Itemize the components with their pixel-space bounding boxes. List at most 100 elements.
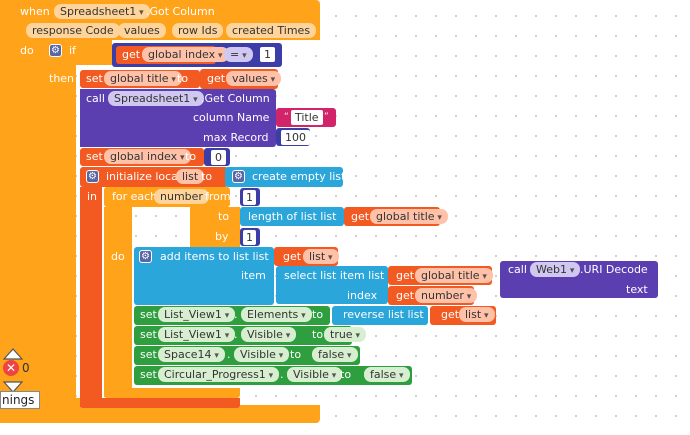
foreach-args — [190, 207, 240, 247]
if-body-left — [42, 65, 76, 405]
mutator-gear-icon[interactable]: ⚙ — [49, 44, 62, 57]
component-dropdown[interactable]: Space14 — [158, 347, 225, 362]
max-record-value[interactable]: 100 — [281, 130, 310, 145]
foreach-footer — [104, 388, 240, 398]
to-label: to — [185, 150, 197, 163]
open-quote: “ — [284, 112, 289, 122]
property-dropdown[interactable]: Visible — [241, 327, 297, 342]
set-label: set — [86, 72, 103, 85]
component-dropdown[interactable]: List_View1 — [158, 327, 236, 342]
set-label: set — [140, 368, 157, 381]
param-response-code[interactable]: response Code — [26, 23, 120, 38]
reverse-list-label: reverse list list — [343, 308, 424, 321]
index-value[interactable]: 0 — [211, 150, 226, 165]
from-label: from — [205, 190, 231, 203]
string-value[interactable]: Title — [291, 110, 323, 125]
get-label: get — [396, 269, 415, 282]
select-list-item-label: select list item list — [284, 269, 385, 282]
method-name: .Get Column — [201, 92, 270, 105]
component-dropdown[interactable]: Circular_Progress1 — [158, 367, 280, 382]
param-values[interactable]: values — [118, 23, 166, 38]
get-label: get — [207, 72, 226, 85]
set-label: set — [140, 308, 157, 321]
param-row-ids[interactable]: row Ids — [172, 23, 224, 38]
init-local-footer — [80, 398, 240, 408]
component-dropdown[interactable]: Spreadsheet1 — [54, 4, 150, 19]
component-dropdown[interactable]: List_View1 — [158, 307, 236, 322]
dot-separator: . — [280, 368, 284, 381]
param-created-times[interactable]: created Times — [226, 23, 317, 38]
to-label: to — [201, 170, 213, 183]
to-label: to — [312, 308, 324, 321]
global-title-dropdown[interactable]: global title — [415, 268, 493, 283]
dot-separator: . — [227, 348, 231, 361]
foreach-body — [104, 207, 132, 397]
to-label: to — [290, 348, 302, 361]
do-label: do — [111, 250, 125, 263]
warning-triangle-icon[interactable] — [2, 345, 24, 360]
if-label: if — [69, 44, 76, 57]
by-label: by — [215, 230, 229, 243]
for-each-label: for each — [112, 190, 158, 203]
length-of-list-block[interactable] — [240, 207, 344, 226]
global-title-dropdown[interactable]: global title — [370, 209, 448, 224]
select-list-item-block[interactable] — [276, 266, 388, 304]
create-empty-list-block[interactable] — [225, 167, 343, 187]
to-label: to — [218, 210, 230, 223]
get-label: get — [396, 289, 415, 302]
spreadsheet-dropdown[interactable]: Spreadsheet1 — [108, 91, 204, 106]
property-dropdown[interactable]: Elements — [241, 307, 312, 322]
dot-separator: . — [234, 308, 238, 321]
list-dropdown[interactable]: list — [303, 249, 339, 264]
property-dropdown[interactable]: Visible — [287, 367, 343, 382]
get-label: get — [283, 250, 302, 263]
number-value[interactable]: 1 — [260, 47, 275, 62]
error-icon[interactable]: ✕ — [3, 360, 19, 376]
from-value[interactable]: 1 — [243, 190, 256, 205]
set-label: set — [86, 150, 103, 163]
dot-separator: . — [234, 328, 238, 341]
init-local-label: initialize local — [106, 170, 181, 183]
chevron-down-icon[interactable] — [2, 378, 24, 393]
title-var-dropdown[interactable]: global title — [104, 71, 182, 86]
property-dropdown[interactable]: Visible — [234, 347, 290, 362]
when-label: when — [20, 5, 50, 18]
method-name: .URI Decode — [580, 263, 648, 276]
call-label: call — [86, 92, 105, 105]
get-label: get — [351, 210, 370, 223]
item-label: item — [241, 269, 266, 282]
reverse-list-block[interactable] — [332, 306, 428, 325]
var-dropdown[interactable]: global index — [142, 47, 229, 62]
call-label: call — [508, 263, 527, 276]
list-dropdown[interactable]: list — [459, 307, 495, 322]
boolean-dropdown[interactable]: true — [324, 327, 366, 342]
to-label: to — [177, 72, 189, 85]
get-label: get — [441, 308, 460, 321]
by-value[interactable]: 1 — [243, 230, 256, 245]
create-empty-list-label: create empty list — [252, 170, 346, 183]
set-label: set — [140, 328, 157, 341]
set-label: set — [140, 348, 157, 361]
local-var-name[interactable]: list — [176, 169, 205, 184]
number-dropdown[interactable]: number — [415, 288, 478, 303]
get-label: get — [122, 48, 141, 61]
values-dropdown[interactable]: values — [226, 71, 282, 86]
mutator-gear-icon[interactable]: ⚙ — [139, 250, 152, 263]
in-label: in — [87, 190, 98, 203]
loop-var-name[interactable]: number — [154, 189, 209, 204]
show-warnings-button[interactable]: nings — [0, 391, 40, 409]
error-count: 0 — [22, 361, 30, 375]
index-var-dropdown[interactable]: global index — [104, 149, 191, 164]
text-label: text — [626, 283, 648, 296]
mutator-gear-icon[interactable]: ⚙ — [86, 170, 99, 183]
web-component-dropdown[interactable]: Web1 — [530, 262, 581, 277]
close-quote: ” — [324, 112, 329, 122]
boolean-dropdown[interactable]: false — [364, 367, 410, 382]
boolean-dropdown[interactable]: false — [312, 347, 358, 362]
mutator-gear-icon[interactable]: ⚙ — [232, 170, 245, 183]
do-label: do — [20, 44, 34, 57]
then-label: then — [49, 72, 75, 85]
operator-dropdown[interactable]: = — [224, 47, 253, 62]
add-items-block[interactable] — [134, 247, 274, 305]
add-items-label: add items to list list — [160, 250, 269, 263]
